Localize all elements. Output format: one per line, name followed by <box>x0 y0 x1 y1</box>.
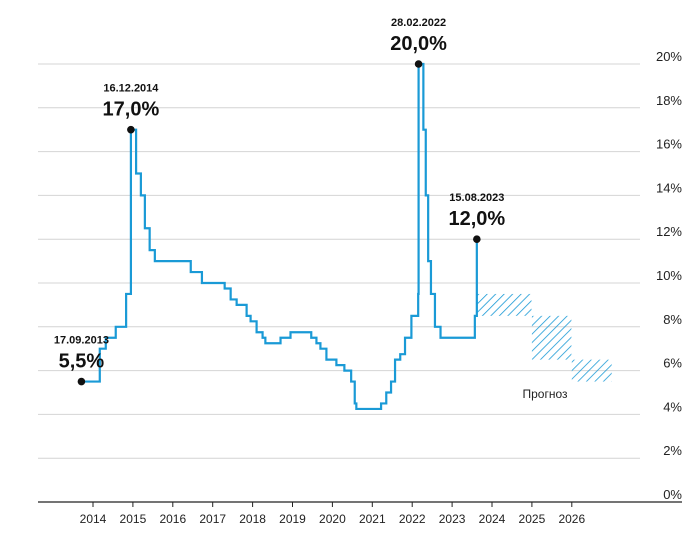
annotation-date: 15.08.2023 <box>449 192 504 204</box>
y-tick-label: 0% <box>663 487 682 502</box>
annotation-value: 5,5% <box>59 351 105 373</box>
forecast-label: Прогноз <box>522 387 568 401</box>
forecast-range <box>531 315 572 360</box>
forecast-ranges: Прогноз <box>476 293 612 401</box>
x-tick-label: 2014 <box>80 512 107 526</box>
y-tick-label: 10% <box>656 268 682 283</box>
annotation-value: 17,0% <box>103 99 160 121</box>
annotation-date: 28.02.2022 <box>391 17 446 29</box>
forecast-range <box>476 293 532 316</box>
x-tick-label: 2018 <box>239 512 266 526</box>
y-tick-label: 18% <box>656 93 682 108</box>
y-tick-label: 8% <box>663 312 682 327</box>
annotations: 17.09.2013 5,5% 16.12.2014 17,0% 28.02.2022 2… <box>54 17 505 386</box>
x-tick-label: 2026 <box>558 512 585 526</box>
annotation-date: 16.12.2014 <box>103 83 159 95</box>
annotation-dot <box>473 235 481 243</box>
axes: 0% 2% 4% 6% 8% 10% 12% 14% 16% 18% 20% 2014 2015 2016… <box>38 49 682 526</box>
annotation-dot <box>414 60 423 68</box>
y-tick-label: 14% <box>656 180 682 195</box>
annotation-value: 20,0% <box>390 33 447 55</box>
y-tick-label: 2% <box>663 443 682 458</box>
x-tick-label: 2017 <box>199 512 226 526</box>
annotation-dot <box>77 377 86 386</box>
x-tick-label: 2023 <box>439 512 466 526</box>
y-tick-label: 6% <box>663 356 682 371</box>
x-tick-label: 2024 <box>479 512 506 526</box>
x-tick-label: 2025 <box>519 512 546 526</box>
x-tick-label: 2016 <box>159 512 186 526</box>
annotation-date: 17.09.2013 <box>54 335 109 347</box>
annotation-dot <box>127 125 135 134</box>
y-tick-label: 12% <box>656 224 682 239</box>
gridlines <box>38 63 640 459</box>
y-tick-label: 20% <box>656 49 682 64</box>
x-tick-label: 2022 <box>399 512 426 526</box>
forecast-range <box>571 359 612 382</box>
x-tick-label: 2015 <box>120 512 147 526</box>
y-tick-label: 4% <box>663 399 682 414</box>
x-tick-label: 2021 <box>359 512 386 526</box>
x-tick-label: 2019 <box>279 512 306 526</box>
y-tick-label: 16% <box>656 137 682 152</box>
annotation-value: 12,0% <box>448 208 505 230</box>
x-tick-label: 2020 <box>319 512 346 526</box>
